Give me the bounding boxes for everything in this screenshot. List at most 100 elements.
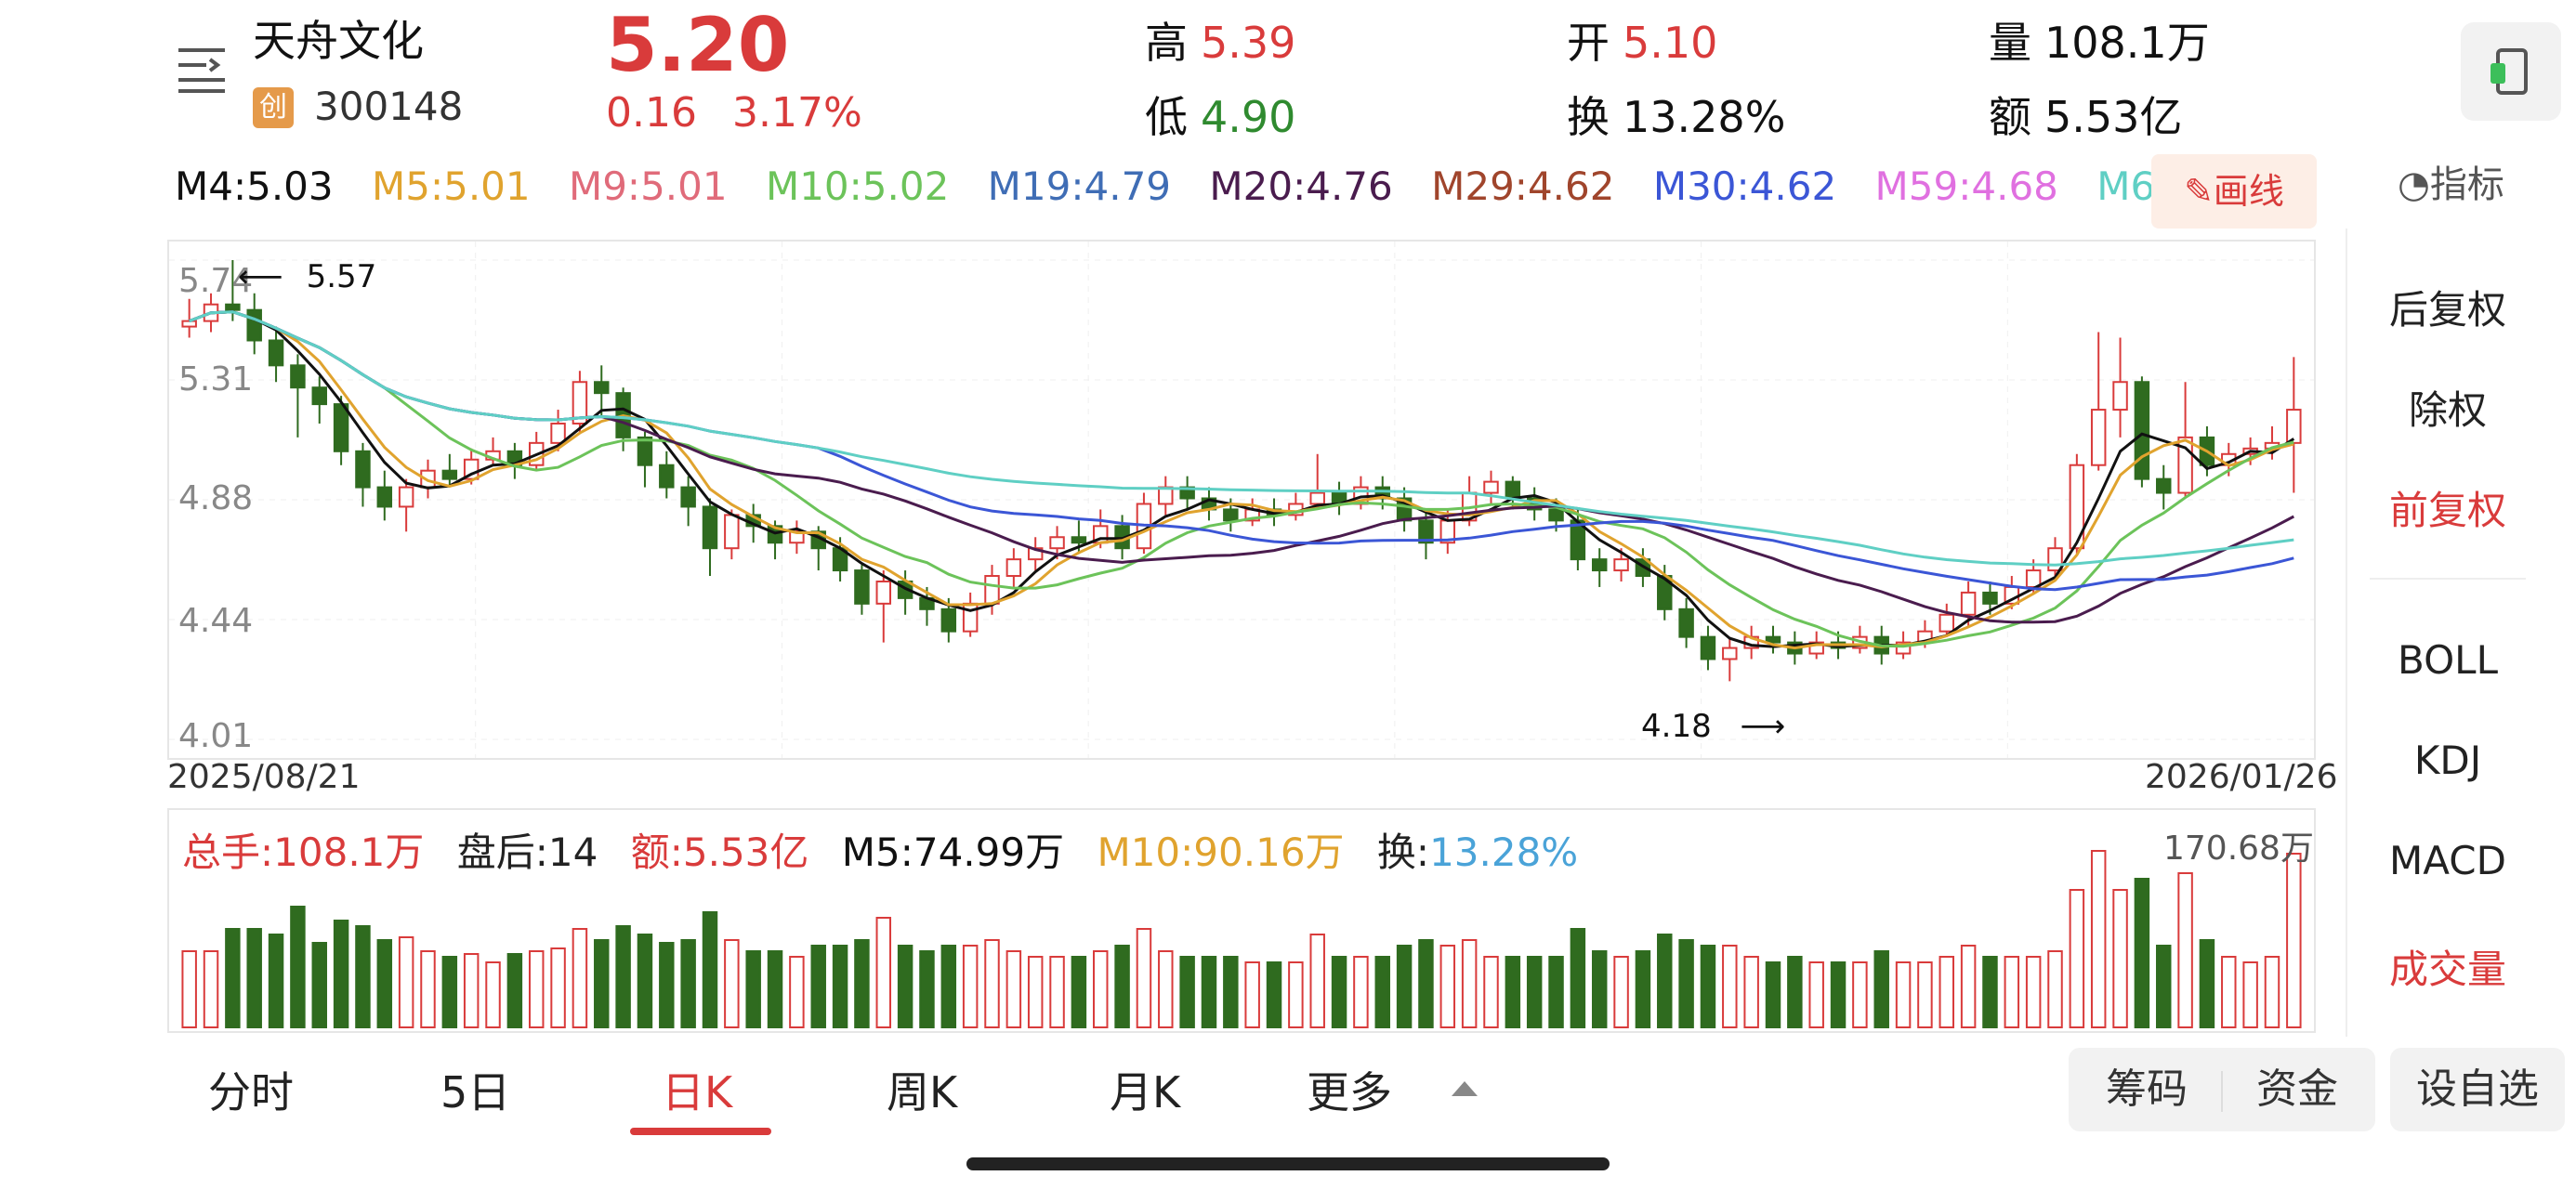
- vol-stat: 换:: [1376, 830, 1430, 875]
- candle-body: [1483, 480, 1499, 494]
- volume-bar: [1635, 950, 1651, 1028]
- side-item-volume[interactable]: 成交量: [2388, 947, 2506, 992]
- tab-more[interactable]: 更多: [1307, 1067, 1392, 1117]
- candle-body: [1005, 558, 1022, 578]
- side-item-boll[interactable]: BOLL: [2398, 637, 2498, 683]
- tab-daily-k[interactable]: 日K: [662, 1067, 733, 1117]
- tab-intraday[interactable]: 分时: [208, 1067, 294, 1117]
- ma-item: M10:5.02: [765, 163, 950, 209]
- side-item-pre-adjust[interactable]: 前复权: [2388, 488, 2506, 533]
- vol-stat: M5:74.99万: [841, 830, 1065, 875]
- volume-bar: [1678, 939, 1694, 1028]
- volume-bar: [2069, 889, 2085, 1028]
- volume-bar: [376, 939, 393, 1028]
- ma-line: [189, 310, 2294, 567]
- stat-amount: 额 5.53亿: [1989, 84, 2182, 145]
- right-arrow-icon: ⟶: [1740, 708, 1786, 745]
- low-annotation: 4.18 ⟶: [1641, 708, 1785, 745]
- volume-bar: [659, 942, 675, 1028]
- ma-item: M20:4.76: [1209, 163, 1393, 209]
- caret-up-icon[interactable]: [1452, 1081, 1478, 1096]
- add-watchlist-button[interactable]: 设自选: [2390, 1048, 2565, 1131]
- tab-5day[interactable]: 5日: [440, 1067, 511, 1117]
- y-axis-label: 5.31: [178, 360, 254, 399]
- volume-bar: [680, 939, 696, 1028]
- active-tab-indicator: [630, 1128, 771, 1135]
- device-switch-icon: [2491, 48, 2528, 95]
- volume-bar: [225, 928, 241, 1028]
- candle-body: [659, 464, 675, 489]
- ma-line: [189, 310, 2294, 648]
- side-item-kdj[interactable]: KDJ: [2413, 738, 2482, 783]
- landscape-switch-button[interactable]: [2461, 22, 2561, 121]
- volume-bar: [1570, 928, 1586, 1028]
- candle-body: [1678, 608, 1694, 638]
- volume-bar: [1982, 956, 1998, 1028]
- volume-chart[interactable]: [167, 808, 2316, 1033]
- kline-svg: [169, 242, 2314, 758]
- ma-item: M30:4.62: [1652, 163, 1837, 209]
- volume-max-label: 170.68万: [2163, 830, 2314, 868]
- price-change: 0.16 3.17%: [606, 89, 862, 137]
- change-amount: 0.16: [606, 89, 697, 137]
- candle-body: [680, 486, 696, 508]
- side-item-post-adjust[interactable]: 后复权: [2388, 287, 2506, 333]
- tab-weekly-k[interactable]: 周K: [887, 1067, 958, 1117]
- date-start: 2025/08/21: [167, 758, 361, 796]
- volume-bar: [1223, 956, 1239, 1028]
- stat-high: 高 5.39: [1145, 9, 1295, 71]
- stat-label: 低: [1145, 92, 1188, 142]
- chips-button[interactable]: 筹码: [2106, 1065, 2188, 1113]
- volume-bar: [1765, 961, 1781, 1028]
- candle-body: [1505, 480, 1521, 500]
- volume-bar: [506, 953, 523, 1028]
- volume-bar: [2025, 956, 2042, 1028]
- volume-bar: [311, 942, 327, 1028]
- candle-body: [984, 575, 1000, 605]
- stat-value: 5.10: [1623, 18, 1718, 68]
- draw-line-button[interactable]: ✎画线: [2151, 154, 2317, 229]
- y-axis-label: 4.88: [178, 479, 254, 517]
- side-item-macd[interactable]: MACD: [2389, 838, 2506, 883]
- candle-body: [1722, 647, 1738, 660]
- candle-body: [1071, 536, 1087, 544]
- candle-body: [1418, 519, 1434, 544]
- high-value: 5.57: [306, 258, 377, 295]
- candle-body: [724, 514, 740, 550]
- stat-value: 5.39: [1201, 18, 1296, 68]
- volume-bar: [1374, 956, 1390, 1028]
- volume-bar: [984, 939, 1000, 1028]
- volume-bar: [702, 911, 718, 1028]
- change-percent: 3.17%: [731, 89, 862, 137]
- side-item-ex-rights[interactable]: 除权: [2408, 387, 2487, 433]
- ma-line: [189, 310, 2295, 648]
- stat-value: 4.90: [1201, 92, 1296, 142]
- menu-icon[interactable]: [175, 45, 229, 95]
- tab-monthly-k[interactable]: 月K: [1110, 1067, 1181, 1117]
- vol-stat: 盘后:14: [456, 830, 598, 875]
- volume-bar: [1939, 956, 1955, 1028]
- ma-item: M29:4.62: [1431, 163, 1615, 209]
- volume-bar: [1548, 956, 1564, 1028]
- volume-bar: [1331, 956, 1347, 1028]
- kline-chart[interactable]: [167, 240, 2316, 760]
- stat-label: 开: [1567, 18, 1610, 68]
- volume-bar: [1613, 956, 1629, 1028]
- candle-body: [181, 320, 197, 328]
- volume-bar: [1439, 945, 1456, 1028]
- y-axis-label: 5.74: [178, 262, 254, 300]
- volume-bar: [1700, 945, 1716, 1028]
- volume-bar: [333, 920, 349, 1028]
- volume-bar: [940, 945, 957, 1028]
- volume-bar: [203, 950, 219, 1028]
- indicator-button[interactable]: ◔指标: [2398, 154, 2504, 208]
- volume-bar: [181, 950, 197, 1028]
- left-arrow-icon: ⟵: [238, 258, 283, 295]
- candle-body: [1895, 641, 1912, 655]
- volume-bar: [1396, 945, 1413, 1028]
- candle-body: [2286, 409, 2302, 444]
- volume-bar: [420, 950, 436, 1028]
- candle-body: [2069, 464, 2085, 550]
- stat-value: 108.1万: [2044, 18, 2210, 68]
- funds-button[interactable]: 资金: [2256, 1065, 2338, 1113]
